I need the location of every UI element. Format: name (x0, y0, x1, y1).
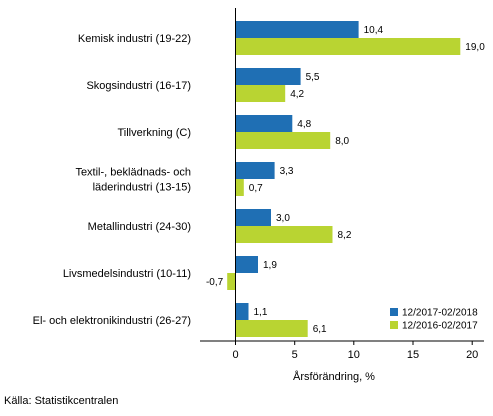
axes: 0 5 10 15 20 (200, 8, 484, 361)
category-label-line: Metallindustri (24-30) (88, 221, 191, 233)
bar-series-1 (235, 303, 249, 320)
data-label: 4,8 (297, 119, 311, 130)
bar-series-1 (235, 256, 258, 273)
bar-series-2 (235, 85, 286, 102)
category-label-line: Tillverkning (C) (117, 127, 191, 139)
category-label-line: läderindustri (13-15) (93, 182, 191, 194)
bar-series-2 (235, 320, 308, 337)
category-labels: Kemisk industri (19-22) Skogsindustri (16… (33, 33, 191, 327)
data-label: 8,2 (338, 230, 352, 241)
data-labels: 10,4 5,5 4,8 3,3 3,0 1,9 1,1 19,0 4,2 8,0 0,7 8,2 -0… (206, 25, 485, 335)
bar-series-1 (235, 162, 275, 179)
bar-series-1 (235, 115, 293, 132)
bars (227, 21, 461, 337)
x-tick-label: 0 (232, 349, 238, 361)
data-label: 5,5 (306, 72, 320, 83)
legend: 12/2017-02/2018 12/2016-02/2017 (390, 308, 478, 332)
data-label: 3,0 (276, 213, 290, 224)
category-label-line: Kemisk industri (19-22) (78, 33, 191, 45)
source-note: Källa: Statistikcentralen (4, 395, 118, 407)
data-label: 8,0 (335, 136, 349, 147)
category-label: Livsmedelsindustri (10-11) (63, 268, 191, 280)
bar-series-1 (235, 21, 359, 38)
category-label: El- och elektronikindustri (26-27) (33, 315, 191, 327)
category-label: Skogsindustri (16-17) (86, 80, 191, 92)
category-label-line: Skogsindustri (16-17) (86, 80, 191, 92)
data-label: 3,3 (280, 166, 294, 177)
data-label: 1,9 (263, 260, 277, 271)
data-label: 0,7 (249, 183, 263, 194)
data-label: 4,2 (290, 89, 304, 100)
category-label: Textil-, beklädnads- och läderindustri (1… (75, 167, 191, 194)
data-label: 10,4 (364, 25, 384, 36)
legend-label: 12/2016-02/2017 (402, 321, 478, 332)
data-label: -0,7 (206, 277, 224, 288)
category-label: Metallindustri (24-30) (88, 221, 191, 233)
x-tick-label: 10 (348, 349, 360, 361)
category-label-line: Livsmedelsindustri (10-11) (63, 268, 191, 280)
bar-series-2 (235, 38, 461, 55)
bar-series-2 (227, 273, 236, 290)
data-label: 19,0 (465, 42, 485, 53)
bar-series-2 (235, 226, 333, 243)
category-label-line: Textil-, beklädnads- och (75, 167, 191, 179)
legend-label: 12/2017-02/2018 (402, 308, 478, 319)
data-label: 6,1 (313, 324, 327, 335)
bar-series-1 (235, 68, 301, 85)
x-tick-label: 5 (292, 349, 298, 361)
category-label-line: El- och elektronikindustri (26-27) (33, 315, 191, 327)
category-label: Tillverkning (C) (117, 127, 191, 139)
x-axis-title: Årsförändring, % (293, 370, 375, 383)
data-label: 1,1 (254, 307, 268, 318)
legend-swatch (390, 321, 398, 329)
bar-series-1 (235, 209, 271, 226)
bar-series-2 (235, 179, 244, 196)
bar-series-2 (235, 132, 331, 149)
legend-swatch (390, 308, 398, 316)
x-tick-label: 15 (407, 349, 419, 361)
category-label: Kemisk industri (19-22) (78, 33, 191, 45)
x-tick-label: 20 (466, 349, 478, 361)
